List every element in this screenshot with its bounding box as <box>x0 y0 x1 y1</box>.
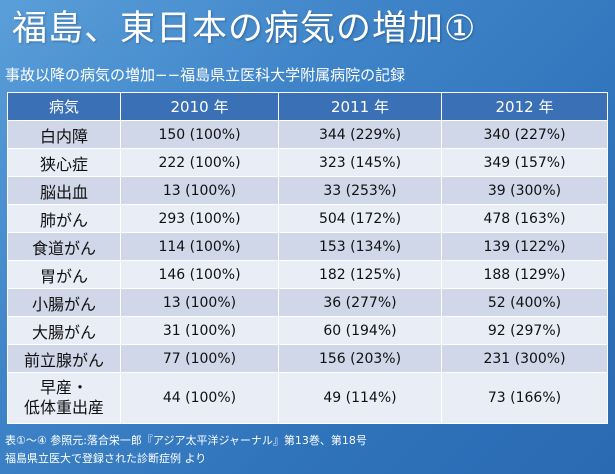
value-2010: 114 (100%) <box>120 232 279 261</box>
value-2012: 188 (129%) <box>441 260 608 289</box>
value-2011: 36 (277%) <box>278 288 442 317</box>
table-header-row: 病気 2010 年 2011 年 2012 年 <box>7 92 608 121</box>
value-2011: 323 (145%) <box>278 148 442 177</box>
value-2012: 349 (157%) <box>441 148 608 177</box>
disease-name: 食道がん <box>7 232 121 261</box>
value-2011: 33 (253%) <box>278 176 442 205</box>
disease-name: 小腸がん <box>7 288 121 317</box>
disease-name: 大腸がん <box>7 316 121 345</box>
value-2011: 182 (125%) <box>278 260 442 289</box>
table-row: 白内障 150 (100%) 344 (229%) 340 (227%) <box>7 120 608 149</box>
value-2012: 231 (300%) <box>441 344 608 373</box>
disease-name: 白内障 <box>7 120 121 149</box>
header-disease: 病気 <box>7 92 121 121</box>
disease-name: 前立腺がん <box>7 344 121 373</box>
table-row: 大腸がん 31 (100%) 60 (194%) 92 (297%) <box>7 316 608 345</box>
value-2011: 504 (172%) <box>278 204 442 233</box>
value-2011: 60 (194%) <box>278 316 442 345</box>
disease-name-line2: 低体重出産 <box>23 398 104 417</box>
value-2011: 156 (203%) <box>278 344 442 373</box>
table-row: 小腸がん 13 (100%) 36 (277%) 52 (400%) <box>7 288 608 317</box>
table-row: 脳出血 13 (100%) 33 (253%) 39 (300%) <box>7 176 608 205</box>
table-row: 狭心症 222 (100%) 323 (145%) 349 (157%) <box>7 148 608 177</box>
table-row: 食道がん 114 (100%) 153 (134%) 139 (122%) <box>7 232 608 261</box>
table-row: 胃がん 146 (100%) 182 (125%) 188 (129%) <box>7 260 608 289</box>
source-note-detail: 福島県立医大で登録された診断症例 より <box>5 452 207 465</box>
header-2010: 2010 年 <box>120 92 279 121</box>
value-2010: 222 (100%) <box>120 148 279 177</box>
value-2012: 478 (163%) <box>441 204 608 233</box>
value-2010: 77 (100%) <box>120 344 279 373</box>
slide-subtitle: 事故以降の病気の増加−−福島県立医科大学附属病院の記録 <box>5 66 406 84</box>
disease-name-line1: 早産・ <box>39 378 88 397</box>
value-2010: 13 (100%) <box>120 288 279 317</box>
value-2011: 344 (229%) <box>278 120 442 149</box>
value-2012: 92 (297%) <box>441 316 608 345</box>
slide-title: 福島、東日本の病気の増加① <box>12 9 477 49</box>
table-row: 早産・ 低体重出産 44 (100%) 49 (114%) 73 (166%) <box>7 372 608 424</box>
value-2010: 146 (100%) <box>120 260 279 289</box>
disease-name: 狭心症 <box>7 148 121 177</box>
disease-name: 肺がん <box>7 204 121 233</box>
value-2012: 39 (300%) <box>441 176 608 205</box>
value-2010: 293 (100%) <box>120 204 279 233</box>
value-2012: 340 (227%) <box>441 120 608 149</box>
header-2011: 2011 年 <box>278 92 442 121</box>
disease-table: 病気 2010 年 2011 年 2012 年 白内障 150 (100%) 3… <box>7 92 608 424</box>
value-2012: 52 (400%) <box>441 288 608 317</box>
value-2012: 139 (122%) <box>441 232 608 261</box>
source-note: 表①〜④ 参照元:落合栄一郎『アジア太平洋ジャーナル』第13巻、第18号 <box>5 434 367 447</box>
value-2010: 44 (100%) <box>120 372 279 424</box>
value-2010: 31 (100%) <box>120 316 279 345</box>
disease-name: 胃がん <box>7 260 121 289</box>
disease-name: 早産・ 低体重出産 <box>7 372 121 424</box>
value-2011: 49 (114%) <box>278 372 442 424</box>
disease-name: 脳出血 <box>7 176 121 205</box>
value-2011: 153 (134%) <box>278 232 442 261</box>
table-row: 前立腺がん 77 (100%) 156 (203%) 231 (300%) <box>7 344 608 373</box>
value-2010: 150 (100%) <box>120 120 279 149</box>
value-2012: 73 (166%) <box>441 372 608 424</box>
table-row: 肺がん 293 (100%) 504 (172%) 478 (163%) <box>7 204 608 233</box>
value-2010: 13 (100%) <box>120 176 279 205</box>
header-2012: 2012 年 <box>441 92 608 121</box>
